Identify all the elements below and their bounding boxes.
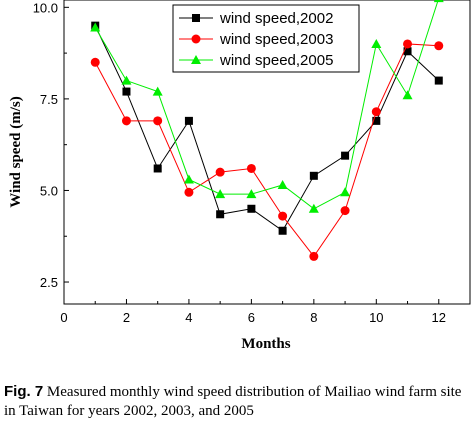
data-point xyxy=(309,251,319,261)
data-point xyxy=(278,211,288,221)
data-point xyxy=(122,87,131,96)
x-axis-title: Months xyxy=(241,336,290,352)
data-point xyxy=(372,116,381,125)
x-tick-label: 6 xyxy=(248,310,255,325)
y-tick-label: 2.5 xyxy=(40,275,58,290)
x-tick-label: 8 xyxy=(310,310,317,325)
y-tick-label: 10.0 xyxy=(33,0,58,15)
caption-label: Fig. 7 xyxy=(4,383,44,400)
data-point xyxy=(152,86,163,96)
legend-item: wind speed,2003 xyxy=(179,31,333,48)
data-point xyxy=(277,179,288,189)
data-point xyxy=(90,22,101,32)
series-layer xyxy=(90,0,444,261)
data-point xyxy=(121,75,132,85)
data-point xyxy=(340,187,351,197)
series-2 xyxy=(90,39,444,261)
data-point xyxy=(309,171,318,180)
data-point xyxy=(153,164,162,173)
y-tick-label: 7.5 xyxy=(40,92,58,107)
y-axis-title: Wind speed (m/s) xyxy=(8,96,24,207)
data-point xyxy=(216,210,225,219)
series-1 xyxy=(91,21,443,235)
data-point xyxy=(183,174,194,184)
y-axis-ticks: 2.5 5.0 7.5 10.0 xyxy=(33,0,69,290)
plot-frame xyxy=(63,0,471,305)
legend-marker xyxy=(192,14,200,22)
y-tick-label: 5.0 xyxy=(40,183,58,198)
data-point xyxy=(434,41,444,51)
legend-item: wind speed,2002 xyxy=(179,10,333,27)
data-point xyxy=(340,206,350,216)
figure-caption: Fig. 7 Measured monthly wind speed distr… xyxy=(4,382,470,421)
data-point xyxy=(121,116,131,126)
data-point xyxy=(403,39,413,49)
data-point xyxy=(246,163,256,173)
data-point xyxy=(308,203,319,213)
x-tick-label: 4 xyxy=(185,310,192,325)
data-point xyxy=(278,226,287,235)
legend: wind speed,2002 wind speed,2003 wind speed… xyxy=(172,4,360,73)
series-line xyxy=(94,25,440,232)
data-point xyxy=(215,189,226,199)
legend-label: wind speed,2005 xyxy=(219,52,333,69)
data-point xyxy=(184,116,193,125)
data-point xyxy=(90,57,100,67)
data-point xyxy=(246,189,257,199)
data-point xyxy=(371,107,381,117)
x-axis-ticks: 0 2 4 6 8 10 12 xyxy=(60,299,471,325)
data-point xyxy=(402,90,413,100)
legend-marker xyxy=(191,34,201,44)
caption-text: Measured monthly wind speed distribution… xyxy=(4,384,462,419)
data-point xyxy=(433,0,444,3)
data-point xyxy=(215,167,225,177)
chart: 0 2 4 6 8 10 12 2.5 5.0 7.5 10.0 Months Wind spee… xyxy=(8,0,471,352)
legend-label: wind speed,2003 xyxy=(219,31,333,48)
data-point xyxy=(153,116,163,126)
legend-marker xyxy=(191,55,201,64)
x-tick-label: 2 xyxy=(123,310,130,325)
legend-item: wind speed,2005 xyxy=(179,52,333,69)
data-point xyxy=(341,151,350,160)
x-tick-label: 12 xyxy=(432,310,446,325)
series-3 xyxy=(90,0,444,213)
data-point xyxy=(371,38,382,48)
series-line xyxy=(94,0,439,210)
x-tick-label: 0 xyxy=(60,310,67,325)
data-point xyxy=(434,76,443,85)
data-point xyxy=(403,47,412,56)
legend-label: wind speed,2002 xyxy=(219,10,333,27)
x-tick-label: 10 xyxy=(369,310,383,325)
series-line xyxy=(94,43,439,258)
data-point xyxy=(247,204,256,213)
data-point xyxy=(184,187,194,197)
